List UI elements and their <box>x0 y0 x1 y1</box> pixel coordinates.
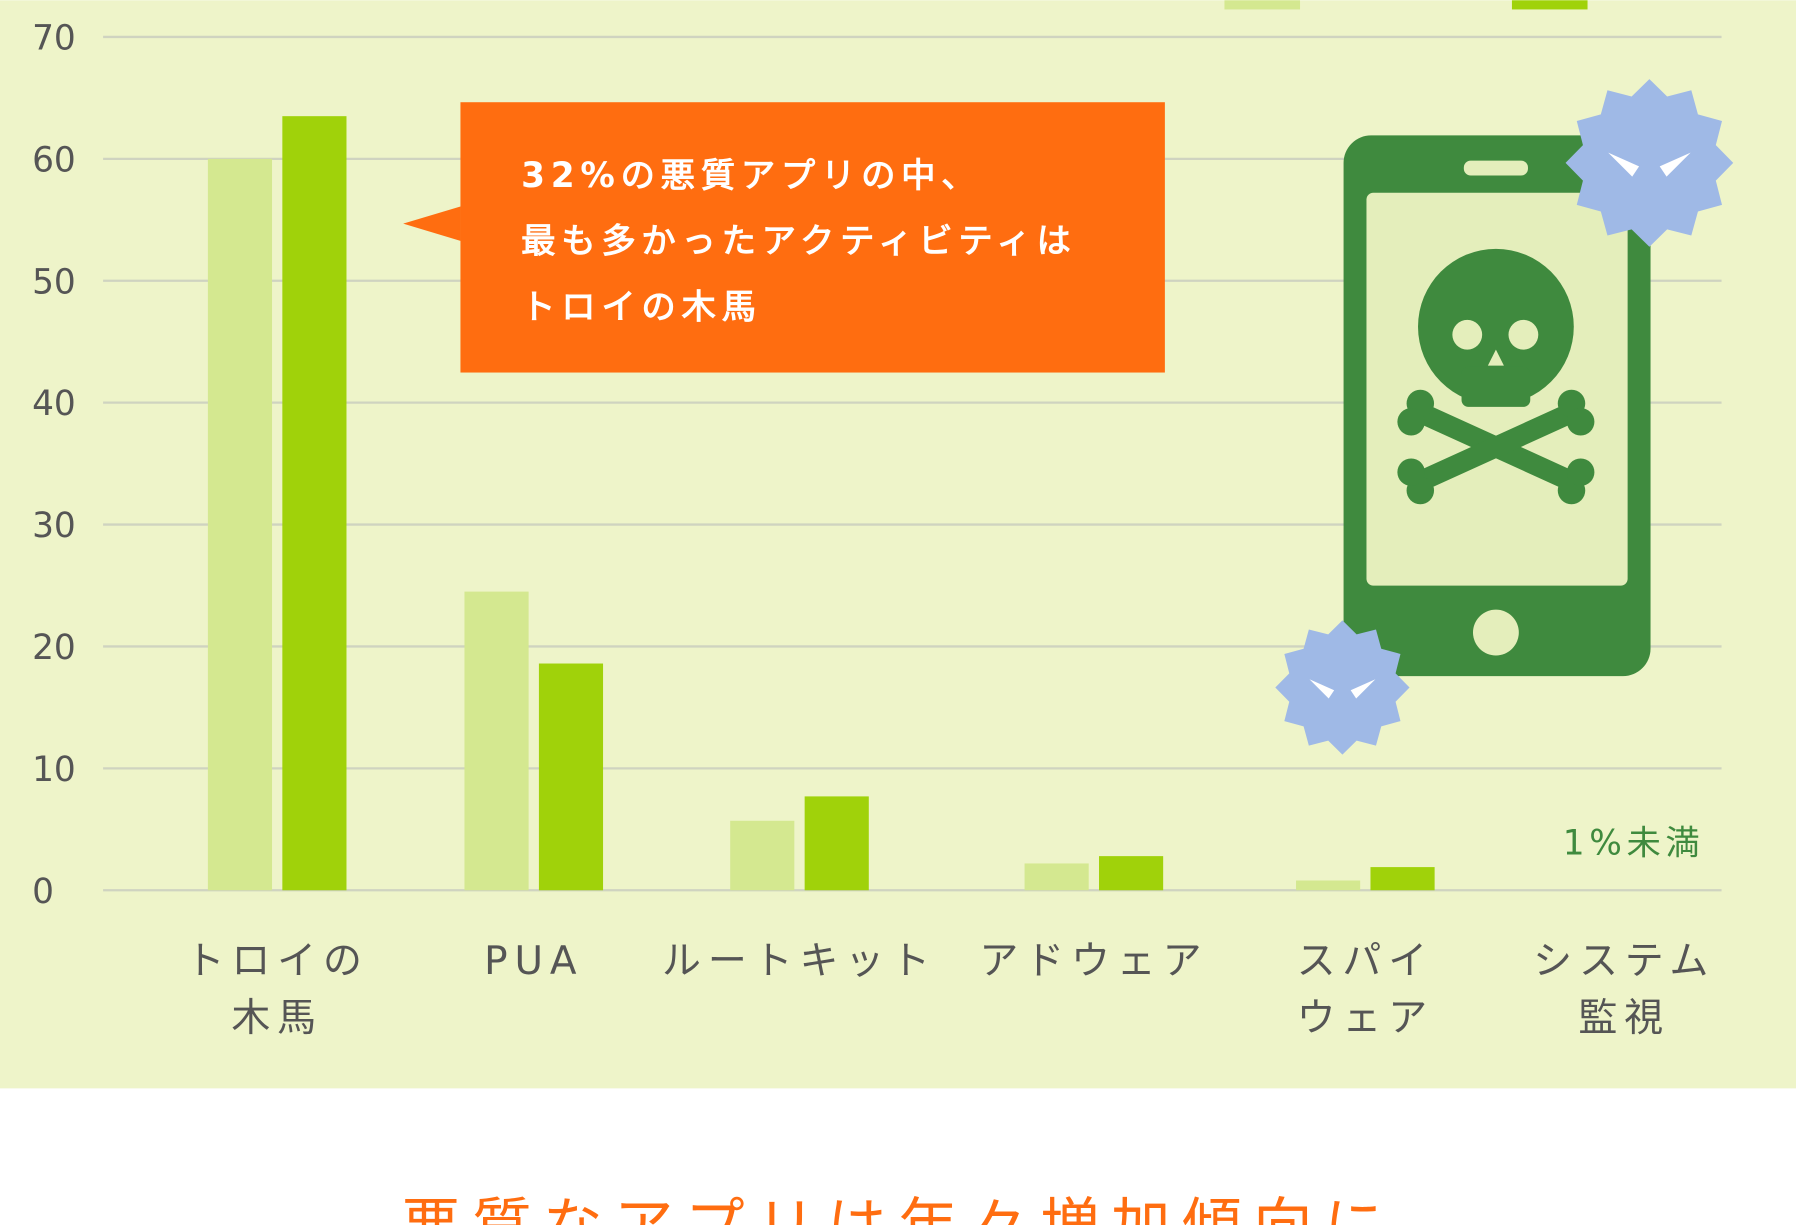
callout-box <box>460 102 1165 373</box>
callout-text: 32%の悪質アプリの中、 最も多かったアクティビティは トロイの木馬 <box>521 156 1076 328</box>
virus-eye <box>1350 679 1376 699</box>
footer-title: 悪質なアプリは年々増加傾向に <box>401 1192 1395 1225</box>
bar <box>1099 856 1164 891</box>
callout-line: 32%の悪質アプリの中、 <box>521 156 981 196</box>
phone-illustration <box>1343 135 1651 677</box>
y-tick-label: 30 <box>32 506 76 546</box>
bar <box>730 820 795 891</box>
virus-eye <box>1659 152 1691 177</box>
bar <box>464 591 529 891</box>
x-tick-label: システム <box>1533 939 1715 984</box>
bar <box>207 158 273 891</box>
callout-line: トロイの木馬 <box>521 288 762 328</box>
x-tick-label: ルートキット <box>662 939 937 984</box>
x-tick-label: トロイの <box>186 939 369 984</box>
y-tick-label: 60 <box>32 140 76 180</box>
virus <box>1275 620 1410 755</box>
page-background <box>0 1088 1796 1225</box>
y-tick-label: 70 <box>32 19 76 59</box>
y-tick-label: 10 <box>32 750 76 790</box>
y-tick-label: 0 <box>32 872 54 912</box>
bar <box>538 663 604 891</box>
y-tick-label: 50 <box>32 262 76 302</box>
x-tick-label: アドウェア <box>979 939 1208 984</box>
bar <box>282 116 347 891</box>
x-tick-label: ウェア <box>1297 996 1434 1041</box>
virus-eye <box>1608 152 1640 177</box>
x-tick-label: PUA <box>484 939 583 984</box>
x-tick-label: 監視 <box>1578 996 1670 1041</box>
x-tick-label: スパイ <box>1297 939 1434 984</box>
annotation: 1%未満 <box>1563 824 1705 864</box>
bar <box>804 796 869 891</box>
virus-illustration <box>1275 79 1734 755</box>
legend-swatch <box>1511 0 1588 10</box>
callout-line: 最も多かったアクティビティは <box>521 221 1076 261</box>
y-tick-label: 20 <box>32 628 76 668</box>
legend-swatch <box>1224 0 1301 10</box>
x-tick-label: 木馬 <box>231 996 323 1041</box>
bar <box>1296 880 1361 891</box>
callout-pointer <box>403 206 461 241</box>
virus <box>1565 79 1734 247</box>
bar <box>1370 867 1435 891</box>
bar <box>1024 863 1089 891</box>
y-tick-label: 40 <box>32 384 76 424</box>
virus-eye <box>1309 679 1335 699</box>
